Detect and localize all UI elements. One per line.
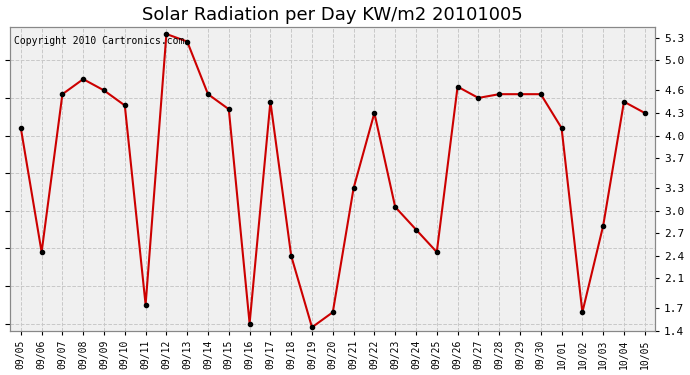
Text: Copyright 2010 Cartronics.com: Copyright 2010 Cartronics.com <box>14 36 184 46</box>
Title: Solar Radiation per Day KW/m2 20101005: Solar Radiation per Day KW/m2 20101005 <box>142 6 523 24</box>
